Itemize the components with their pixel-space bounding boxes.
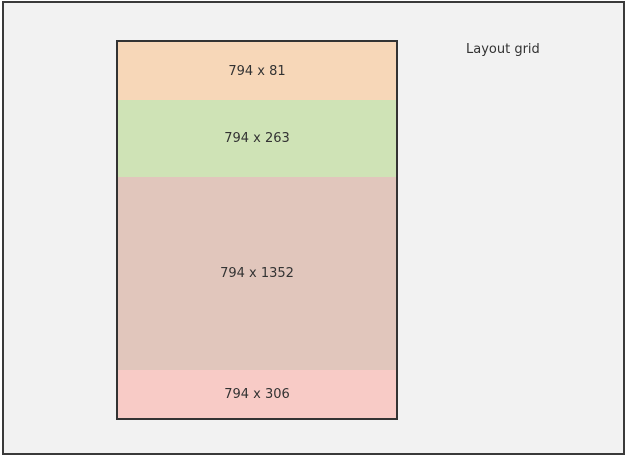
layout-block-nav-label: 794 x 263	[224, 131, 290, 146]
layout-block-content-label: 794 x 1352	[220, 266, 294, 281]
layout-block-header-label: 794 x 81	[228, 63, 286, 79]
layout-block-footer-label: 794 x 306	[224, 386, 290, 402]
layout-grid-frame: 794 x 81 794 x 263 794 x 1352 794 x 306	[116, 40, 398, 420]
layout-block-header: 794 x 81	[118, 42, 396, 100]
diagram-title: Layout grid	[466, 42, 540, 57]
layout-block-content: 794 x 1352	[118, 177, 396, 370]
layout-block-footer: 794 x 306	[118, 370, 396, 418]
layout-block-nav: 794 x 263	[118, 100, 396, 177]
